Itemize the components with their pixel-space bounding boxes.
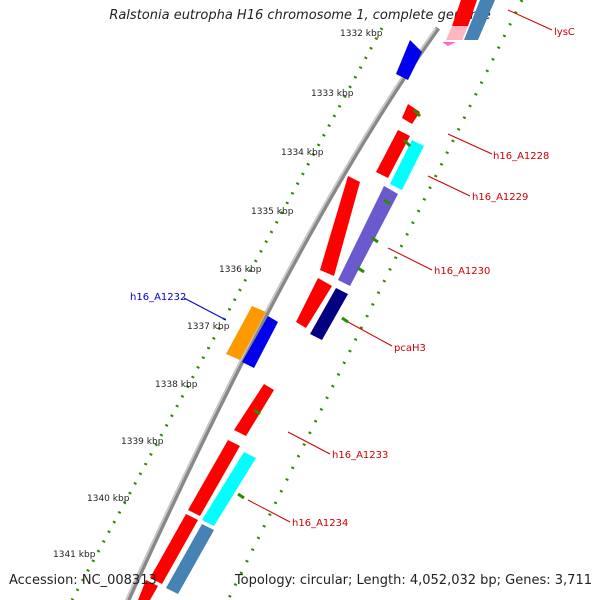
kbp-label: 1334 kbp [281,148,324,158]
kbp-label: 1335 kbp [251,207,294,217]
gene-label-h16-a1232[interactable]: h16_A1232 [130,292,186,303]
gene-blue-1332[interactable] [396,40,422,80]
gene-label-h16-a1228[interactable]: h16_A1228 [493,151,549,162]
kbp-label: 1340 kbp [87,494,130,504]
gene-bottom-red[interactable] [150,514,198,584]
gene-h16-a1230[interactable] [320,176,360,276]
gene-label-h16-a1233[interactable]: h16_A1233 [332,450,388,461]
gene-h16-a1234-cyan[interactable] [202,452,256,526]
label-leaders [183,9,553,523]
topology-text: Topology: circular; Length: 4,052,032 bp… [234,573,592,588]
gene-h16-a1229[interactable] [390,140,424,190]
gene-bottom-red-2[interactable] [138,580,158,600]
gene-label-h16-a1229[interactable]: h16_A1229 [472,192,528,203]
gene-lysc[interactable] [452,0,477,26]
kbp-label: 1337 kbp [187,322,230,332]
kbp-label: 1336 kbp [219,265,262,275]
gene-bottom-steel[interactable] [166,524,214,594]
gene-h16-a1232-blue[interactable] [242,316,278,368]
kbp-label: 1341 kbp [53,550,96,560]
gene-label-lysc[interactable]: lysC [554,27,575,38]
map-title: Ralstonia eutropha H16 chromosome 1, com… [109,8,491,23]
kbp-labels: 1332 kbp 1333 kbp 1334 kbp 1335 kbp 1336… [53,29,383,560]
gene-h16-a1232-orange[interactable] [226,306,266,360]
inner-gene-ticks [237,108,422,500]
gene-track [138,0,495,600]
kbp-label: 1339 kbp [121,437,164,447]
accession-text: Accession: NC_008313 [9,573,157,588]
chromosome-backbone [125,26,441,600]
gene-labels: lysC h16_A1228 h16_A1229 h16_A1230 pcaH3… [130,27,575,529]
gene-lysc-pink[interactable] [446,26,468,40]
gene-label-h16-a1230[interactable]: h16_A1230 [434,266,490,277]
gene-top-steel[interactable] [464,0,495,40]
gene-label-pcah3[interactable]: pcaH3 [394,343,426,354]
kbp-label: 1332 kbp [340,29,383,39]
gene-red-1337[interactable] [296,278,332,328]
gene-purple[interactable] [338,186,398,286]
gene-label-h16-a1234[interactable]: h16_A1234 [292,518,348,529]
kbp-label: 1333 kbp [311,89,354,99]
gene-h16-a1228-small[interactable] [402,104,420,124]
gene-pcah3[interactable] [310,288,348,340]
kbp-label: 1338 kbp [155,380,198,390]
gene-h16-a1228[interactable] [376,130,410,178]
gene-pink-marker [442,42,456,46]
gene-h16-a1234-red[interactable] [188,440,240,516]
